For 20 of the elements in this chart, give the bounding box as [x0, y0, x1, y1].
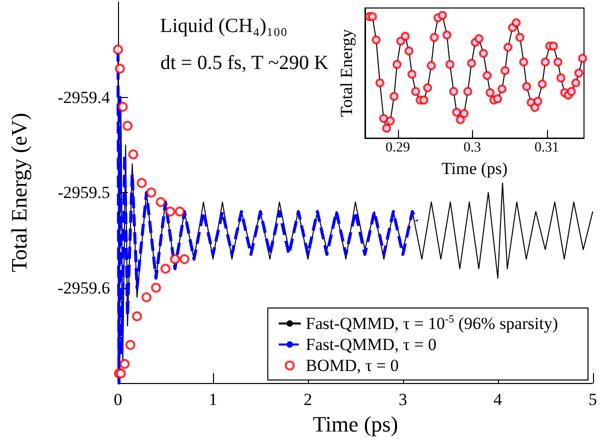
x-tick-label: 0 — [114, 390, 122, 409]
x-tick-label: 5 — [588, 390, 597, 409]
y-axis-title: Total Energy (eV) — [6, 112, 32, 272]
x-tick-label: 4 — [494, 390, 503, 409]
annotation: dt = 0.5 fs, T ~290 K — [160, 52, 329, 74]
x-tick-label: 1 — [208, 390, 218, 409]
x-axis-title: Time (ps) — [312, 412, 398, 436]
legend-label: Fast-QMMD, τ = 0 — [306, 335, 436, 354]
y-axis-title: Total Energy — [337, 28, 356, 117]
y-tick-label: -2959.4 — [58, 88, 110, 107]
x-tick-label: 0.3 — [464, 140, 482, 156]
annotation: Liquid (CH₄)₁₀₀ — [160, 15, 288, 37]
x-tick-label: 0.31 — [534, 140, 560, 156]
x-tick-label: 2 — [304, 390, 312, 409]
x-tick-label: 3 — [398, 390, 408, 409]
y-tick-label: -2959.6 — [58, 278, 110, 298]
y-tick-label: -2959.5 — [58, 183, 110, 202]
x-tick-label: 0.29 — [386, 140, 410, 156]
x-axis-title: Time (ps) — [442, 159, 508, 178]
legend-label: BOMD, τ = 0 — [306, 356, 399, 375]
